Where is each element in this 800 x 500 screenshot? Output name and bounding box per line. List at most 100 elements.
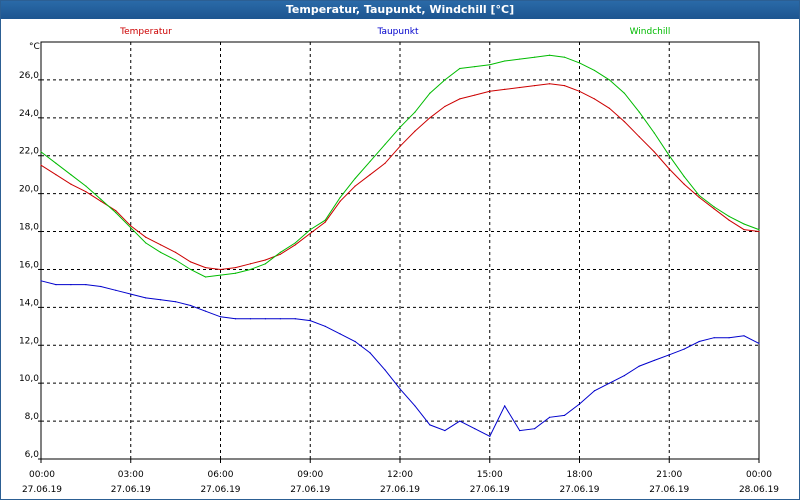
y-tick-label: 6,0 <box>25 450 40 460</box>
data-point-taupunkt <box>459 420 461 422</box>
data-point-taupunkt <box>474 428 476 430</box>
y-tick-label: 12,0 <box>19 336 39 346</box>
legend-windchill: Windchill <box>630 27 671 37</box>
x-tick-time: 18:00 <box>567 470 593 480</box>
data-point-temperatur <box>593 98 596 100</box>
x-tick-time: 21:00 <box>656 470 682 480</box>
data-point-temperatur <box>534 84 536 87</box>
x-tick-date: 27.06.19 <box>290 485 330 495</box>
data-point-temperatur <box>519 86 521 89</box>
data-point-windchill <box>339 196 341 199</box>
x-tick-time: 09:00 <box>297 470 323 480</box>
y-tick-label: 22,0 <box>19 147 39 157</box>
data-point-temperatur <box>369 174 371 176</box>
data-point-taupunkt <box>324 325 326 327</box>
data-point-windchill <box>384 143 386 145</box>
data-point-temperatur <box>55 174 57 176</box>
data-point-temperatur <box>354 185 356 187</box>
data-point-windchill <box>608 79 611 81</box>
data-point-windchill <box>489 64 491 66</box>
data-point-temperatur <box>70 183 72 185</box>
data-point-temperatur <box>324 221 326 223</box>
data-point-temperatur <box>294 244 296 246</box>
data-point-windchill <box>683 175 685 178</box>
data-point-temperatur <box>698 196 700 199</box>
data-point-taupunkt <box>279 318 281 320</box>
data-point-taupunkt <box>668 354 670 356</box>
data-point-temperatur <box>309 232 311 235</box>
x-tick-date: 27.06.19 <box>559 485 599 495</box>
data-point-temperatur <box>623 121 625 123</box>
x-tick-time: 06:00 <box>208 470 234 480</box>
data-point-taupunkt <box>249 318 252 320</box>
data-point-windchill <box>429 92 431 94</box>
x-tick-date: 28.06.19 <box>739 485 779 495</box>
data-point-temperatur <box>758 230 760 233</box>
data-point-taupunkt <box>548 416 551 418</box>
x-tick-date: 27.06.19 <box>22 485 62 495</box>
data-point-temperatur <box>100 200 102 202</box>
y-tick-label: 10,0 <box>19 374 39 384</box>
data-point-temperatur <box>444 105 446 108</box>
data-point-temperatur <box>160 244 162 246</box>
data-point-windchill <box>85 185 87 187</box>
data-point-windchill <box>758 229 760 231</box>
data-point-windchill <box>219 274 222 276</box>
data-point-temperatur <box>489 90 491 92</box>
data-point-windchill <box>40 151 42 153</box>
data-point-windchill <box>399 126 401 128</box>
data-point-temperatur <box>638 136 640 138</box>
data-point-taupunkt <box>234 318 237 320</box>
y-tick-label: 8,0 <box>25 412 40 422</box>
data-point-windchill <box>130 227 132 229</box>
data-point-temperatur <box>40 164 42 166</box>
data-point-windchill <box>294 242 296 244</box>
data-point-temperatur <box>474 94 476 96</box>
data-point-taupunkt <box>623 375 625 377</box>
data-point-temperatur <box>728 219 730 221</box>
data-point-temperatur <box>548 83 551 85</box>
data-point-windchill <box>100 198 102 200</box>
data-point-windchill <box>638 111 640 113</box>
data-point-temperatur <box>399 145 401 147</box>
data-point-taupunkt <box>339 333 341 335</box>
data-point-taupunkt <box>189 304 192 307</box>
data-point-windchill <box>189 268 192 271</box>
data-point-windchill <box>324 219 326 221</box>
data-point-windchill <box>623 92 625 94</box>
data-point-taupunkt <box>100 285 102 288</box>
data-point-taupunkt <box>384 369 386 371</box>
data-point-taupunkt <box>504 405 506 407</box>
x-tick-time: 03:00 <box>118 470 144 480</box>
data-point-windchill <box>459 67 461 70</box>
data-point-windchill <box>175 259 177 261</box>
data-point-temperatur <box>563 84 566 87</box>
y-tick-label: 26,0 <box>19 71 39 81</box>
data-point-windchill <box>728 215 730 217</box>
data-point-taupunkt <box>429 424 431 426</box>
data-point-taupunkt <box>369 352 371 354</box>
x-tick-date: 27.06.19 <box>111 485 151 495</box>
data-point-temperatur <box>429 117 431 119</box>
data-point-windchill <box>578 62 581 64</box>
x-tick-time: 00:00 <box>29 470 55 480</box>
data-point-windchill <box>653 132 655 134</box>
data-point-temperatur <box>264 259 266 261</box>
data-point-windchill <box>279 251 281 253</box>
data-point-taupunkt <box>70 284 72 286</box>
data-point-temperatur <box>578 90 581 92</box>
x-tick-time: 12:00 <box>387 470 413 480</box>
x-tick-date: 27.06.19 <box>470 485 510 495</box>
series-line-taupunkt <box>40 280 760 437</box>
data-point-taupunkt <box>608 382 611 384</box>
data-point-taupunkt <box>519 429 521 432</box>
y-tick-label: 14,0 <box>19 298 39 308</box>
data-point-windchill <box>668 155 670 157</box>
data-point-taupunkt <box>115 289 117 291</box>
data-point-temperatur <box>249 263 252 265</box>
data-point-temperatur <box>608 107 611 109</box>
data-point-temperatur <box>713 208 715 210</box>
data-point-taupunkt <box>638 365 640 367</box>
data-point-windchill <box>593 69 596 72</box>
